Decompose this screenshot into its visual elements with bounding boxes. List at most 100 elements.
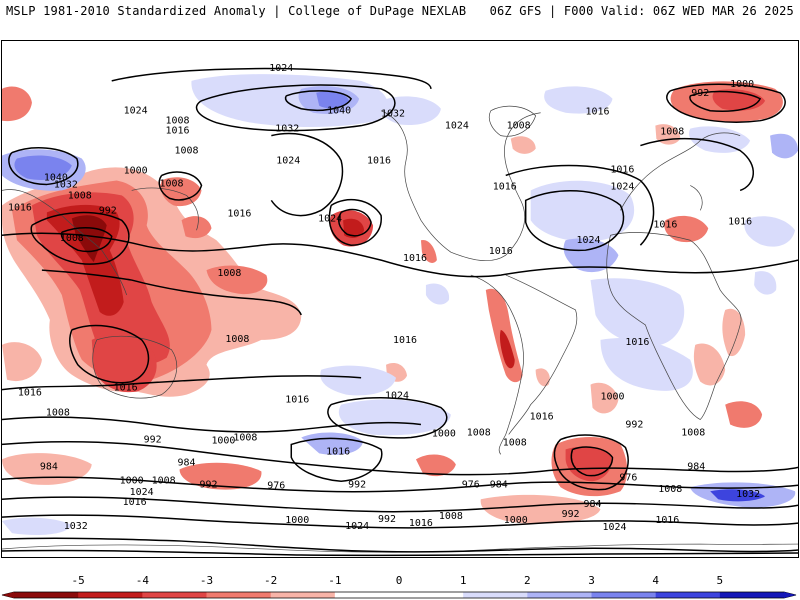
colorbar-tick-label: 4 [652, 574, 659, 587]
isobar-label: 1000 [730, 79, 754, 90]
isobar-label: 984 [490, 479, 508, 490]
anomaly-neg-sindian [725, 401, 763, 428]
anomaly-pos-north-pacific [191, 74, 389, 127]
isobar-label: 1024 [269, 63, 293, 74]
isobar-label: 992 [144, 434, 162, 445]
isobar-1008-southern-belt [2, 440, 798, 476]
isobar-label: 1016 [114, 383, 138, 394]
isobar-label: 1008 [660, 127, 684, 138]
colorbar-segment [463, 592, 528, 598]
isobar-1008-asia [41, 269, 302, 316]
isobar-1000-southern-belt [2, 476, 798, 493]
anomaly-pos-madagascar [754, 271, 777, 295]
isobar-label: 992 [199, 479, 217, 490]
isobar-label: 976 [619, 472, 637, 483]
colorbar-segment [334, 592, 400, 598]
anomaly-pos-brazil-south [425, 283, 450, 305]
colorbar-tick-label: -2 [264, 574, 277, 587]
isobar-label: 1032 [64, 521, 88, 532]
colorbar-segment [591, 592, 657, 598]
colorbar-bar [1, 591, 797, 599]
isobar-992-southern-belt [2, 496, 798, 513]
isobar-label: 1008 [166, 116, 190, 127]
isobar-label: 1016 [655, 515, 679, 526]
coast-asia [2, 187, 199, 296]
anomaly-pos-arctic-east [544, 86, 613, 114]
anomaly-pos-antarctic-core [710, 489, 766, 502]
isobar-label: 992 [562, 509, 580, 520]
isobar-label: 1008 [217, 268, 241, 279]
anomaly-pos-south-pacific [320, 365, 397, 396]
anomaly-neg-southern-ocean-2 [179, 462, 262, 490]
isobar-label: 1016 [493, 181, 517, 192]
isobar-1032-aleutian [195, 84, 396, 132]
anomaly-pos-africa-central [600, 338, 693, 391]
isobar-label: 1024 [610, 181, 634, 192]
isobar-label: 1000 [285, 515, 309, 526]
anomaly-neg-baja [420, 239, 437, 263]
isobar-label: 1000 [120, 475, 144, 486]
isobar-label: 984 [687, 461, 705, 472]
isobar-label: 1016 [393, 335, 417, 346]
colorbar-tick-label: 3 [588, 574, 595, 587]
isobar-label: 976 [462, 479, 480, 490]
colorbar: -5 -4 -3 -2 -1 0 1 2 3 4 5 [1, 574, 797, 599]
isobar-label: 1000 [124, 165, 148, 176]
coast-europe [620, 132, 741, 211]
isobar-label: 1024 [276, 156, 300, 167]
anomaly-neg-africa-south [693, 343, 726, 386]
colorbar-tick-label: 1 [460, 574, 467, 587]
isobar-label: 1016 [610, 164, 634, 175]
isobar-label: 1008 [233, 432, 257, 443]
colorbar-segment [14, 592, 79, 598]
coast-north-america [380, 110, 541, 262]
isobar-label: 1024 [130, 487, 154, 498]
anomaly-pos-antarctic-left [2, 517, 72, 536]
isobar-1024-antarctic [2, 549, 798, 557]
anomaly-neg-southern-ocean-3 [415, 454, 456, 477]
isobar-label: 1008 [46, 408, 70, 419]
anomaly-neg-westpac [181, 216, 212, 239]
model-valid-time: 06Z GFS | F000 Valid: 06Z WED MAR 26 202… [489, 4, 794, 18]
isobar-label: 1016 [123, 497, 147, 508]
isobar-1016-antarctic [2, 537, 798, 553]
anomaly-neg-africa-north [664, 215, 709, 243]
colorbar-segment [142, 592, 207, 598]
colorbar-max-extend [784, 592, 796, 598]
isobar-1016-south-pacific [2, 416, 422, 433]
isobar-label: 1008 [225, 334, 249, 345]
isobar-992-south-atlantic-low [553, 434, 629, 491]
isobar-label: 1008 [152, 475, 176, 486]
isobar-992-asia-low [60, 227, 113, 253]
anomaly-pos-southern-ocean [301, 432, 364, 455]
isobar-label: 1008 [507, 121, 531, 132]
anomaly-shading [2, 74, 798, 536]
isobar-label: 1024 [124, 106, 148, 117]
anomaly-pos-russia-east [770, 133, 798, 159]
isobar-label: 984 [178, 457, 196, 468]
colorbar-tick-label: -5 [72, 574, 85, 587]
isobar-label: 1024 [345, 521, 369, 532]
isobar-1008-tropics [2, 375, 362, 391]
anomaly-neg-pacific-low-core [343, 218, 365, 238]
isobar-label: 1016 [403, 253, 427, 264]
isobar-label: 1008 [60, 233, 84, 244]
isobar-1024-north-pacific [111, 67, 432, 89]
isobar-label: 1032 [381, 109, 405, 120]
isobar-label: 1032 [275, 124, 299, 135]
isobar-1016-southern-high [290, 437, 383, 483]
isobar-label: 984 [40, 461, 58, 472]
isobar-label: 1016 [285, 395, 309, 406]
colorbar-min-extend [2, 592, 14, 598]
colorbar-tick-label: -1 [328, 574, 341, 587]
isobar-label: 1008 [175, 146, 199, 157]
anomaly-neg-ne-atlantic [510, 136, 536, 154]
isobar-label: 992 [348, 479, 366, 490]
anomaly-pos-south-pacific-2 [338, 399, 451, 436]
isobar-1032-siberia [8, 147, 79, 186]
isobar-label: 1008 [439, 511, 463, 522]
isobar-1000-arctic-low [666, 83, 786, 123]
anomaly-neg-sa-east [535, 368, 550, 387]
colorbar-tick-label: 0 [396, 574, 403, 587]
anomaly-neg-south-atlantic-core [565, 446, 612, 482]
